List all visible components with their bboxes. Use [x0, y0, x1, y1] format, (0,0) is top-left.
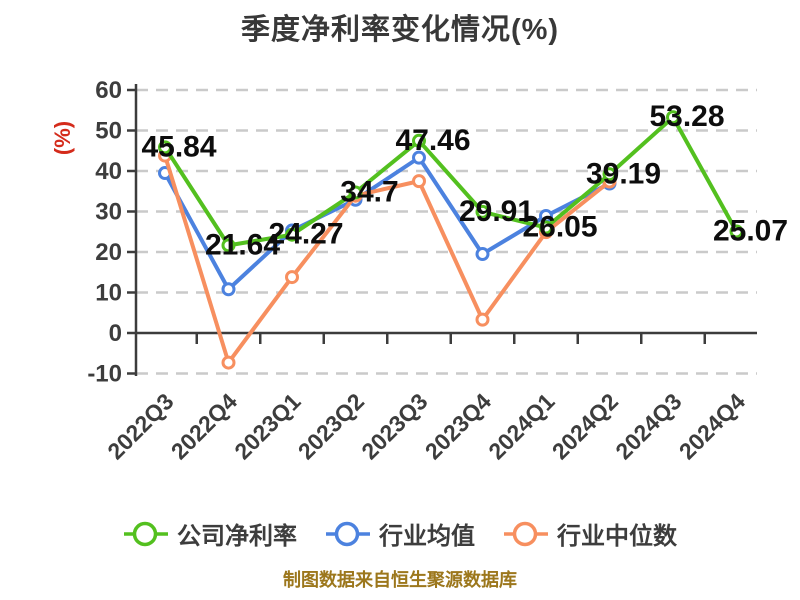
y-tick-label: 40: [95, 158, 122, 185]
y-tick-label: 20: [95, 239, 122, 266]
data-label: 21.64: [205, 228, 280, 261]
series-line-industry_median: [163, 153, 612, 365]
series-line-company: [163, 115, 739, 248]
industry-median-line-marker-icon: [504, 521, 548, 546]
data-point-industry_median: [285, 270, 299, 285]
data-point-company: [539, 220, 553, 235]
data-label: 45.84: [141, 130, 216, 163]
y-tick-label: 10: [95, 280, 122, 307]
data-point-industry_median: [221, 355, 236, 370]
y-tick-label: 0: [109, 320, 122, 347]
data-point-industry_median: [475, 312, 490, 327]
legend-label-industry-avg: 行业均值: [379, 523, 475, 550]
data-label: 53.28: [649, 100, 724, 133]
data-label: 34.7: [340, 175, 398, 208]
x-tick-label: 2024Q3: [610, 388, 686, 464]
chart-title: 季度净利率变化情况(%): [240, 14, 560, 46]
data-point-industry_median: [412, 174, 426, 189]
series-line-industry_avg: [163, 155, 612, 292]
y-tick-label: 30: [95, 199, 122, 226]
data-label: 47.46: [395, 124, 470, 157]
data-label: 29.91: [459, 195, 534, 228]
legend-item-industry-median: 行业中位数: [503, 516, 677, 551]
data-label: 25.07: [713, 214, 788, 247]
data-point-company: [602, 167, 617, 182]
x-tick-label: 2022Q4: [166, 388, 242, 464]
x-tick-label: 2022Q3: [102, 388, 178, 464]
data-point-industry_avg: [412, 150, 426, 165]
industry-avg-line-marker-icon: [326, 521, 370, 546]
data-point-company: [348, 185, 363, 200]
x-tick-label: 2023Q4: [420, 388, 496, 464]
y-tick-label: 60: [95, 77, 122, 104]
data-point-company: [412, 133, 426, 148]
data-label: 24.27: [268, 218, 343, 251]
data-point-company: [221, 238, 236, 253]
y-tick-label: -10: [87, 361, 122, 388]
x-tick-label: 2024Q2: [547, 388, 623, 464]
legend-label-company: 公司净利率: [177, 523, 297, 550]
data-point-company: [158, 140, 172, 155]
source-note: 制图数据来自恒生聚源数据库: [283, 570, 517, 590]
legend-label-industry-median: 行业中位数: [557, 523, 677, 550]
legend-item-industry-avg: 行业均值: [325, 516, 475, 551]
data-point-industry_avg: [475, 247, 490, 262]
data-point-company: [475, 204, 490, 219]
company-line-marker-icon: [124, 521, 168, 546]
y-axis-unit-label: (%): [50, 121, 75, 155]
x-tick-label: 2023Q2: [293, 388, 369, 464]
legend-item-company: 公司净利率: [123, 516, 297, 551]
data-point-company: [729, 224, 744, 239]
x-tick-label: 2024Q1: [483, 388, 559, 464]
data-point-industry_avg: [221, 282, 236, 297]
y-tick-label: 50: [95, 118, 122, 145]
x-tick-label: 2023Q3: [356, 388, 432, 464]
x-tick-label: 2023Q1: [229, 388, 305, 464]
data-label: 26.05: [522, 210, 597, 243]
data-label: 39.19: [586, 157, 661, 190]
chart-legend: 公司净利率 行业均值 行业中位数: [0, 516, 800, 551]
x-tick-label: 2024Q4: [674, 388, 750, 464]
data-point-company: [285, 227, 299, 242]
data-point-company: [666, 110, 680, 125]
